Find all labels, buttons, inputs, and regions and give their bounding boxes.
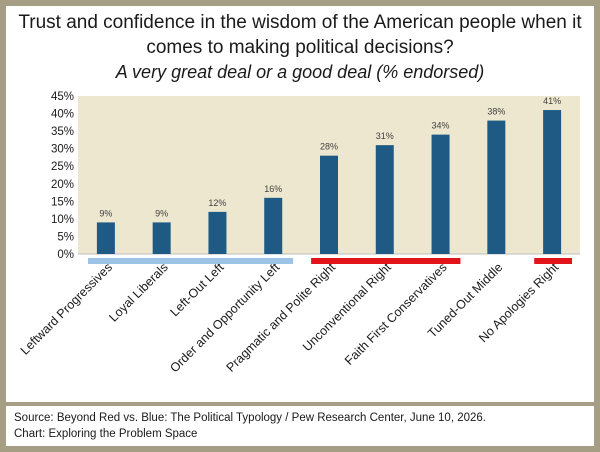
data-label: 34% — [432, 121, 450, 131]
data-label: 38% — [487, 107, 505, 117]
chart-title: Trust and confidence in the wisdom of th… — [18, 12, 582, 58]
bar — [487, 120, 506, 254]
y-tick-label: 30% — [51, 144, 74, 156]
bar — [320, 155, 338, 254]
bar — [152, 222, 171, 254]
bar-chart: 0% 5% 10% 15% 20% 25% 30% 35% 40% 45% 9% Leftward P… — [18, 91, 580, 375]
data-label: 31% — [376, 131, 394, 141]
y-tick-label: 20% — [51, 179, 74, 191]
bar — [543, 110, 562, 255]
y-tick-label: 15% — [51, 196, 74, 208]
data-label: 9% — [155, 208, 168, 218]
data-label: 12% — [208, 198, 226, 208]
bar — [208, 211, 227, 254]
data-label: 41% — [543, 96, 561, 106]
y-tick-label: 25% — [51, 161, 74, 173]
y-tick-label: 45% — [51, 91, 74, 103]
footer-divider — [6, 402, 594, 406]
group-band-right — [311, 258, 461, 264]
data-label: 16% — [264, 184, 282, 194]
group-band-right — [534, 258, 572, 264]
data-label: 28% — [320, 142, 338, 152]
bar — [264, 197, 283, 254]
x-tick-label: Order and Opportunity Left — [167, 260, 282, 375]
chart-footer: Source: Beyond Red vs. Blue: The Politic… — [14, 410, 584, 442]
bar — [375, 145, 394, 254]
y-tick-label: 5% — [57, 231, 74, 243]
y-tick-label: 0% — [57, 249, 74, 261]
chart-subtitle: A very great deal or a good deal (% endo… — [115, 62, 485, 82]
bar — [431, 134, 450, 254]
data-label: 9% — [99, 208, 112, 218]
y-tick-label: 35% — [51, 126, 74, 138]
x-tick-label: Left-Out Left — [168, 260, 227, 319]
x-tick-label: Loyal Liberals — [106, 260, 170, 324]
group-band-left — [88, 258, 294, 264]
x-tick-label: Pragmatic and Polite Right — [224, 260, 339, 375]
x-tick-label: Leftward Progressives — [18, 260, 115, 357]
chart-title-block: Trust and confidence in the wisdom of th… — [0, 10, 600, 84]
x-tick-label: Faith First Conservatives — [342, 260, 450, 368]
chart-credit: Chart: Exploring the Problem Space — [14, 428, 198, 440]
bar — [96, 222, 115, 254]
y-tick-label: 10% — [51, 214, 74, 226]
source-note: Source: Beyond Red vs. Blue: The Politic… — [14, 412, 486, 424]
y-tick-label: 40% — [51, 109, 74, 121]
